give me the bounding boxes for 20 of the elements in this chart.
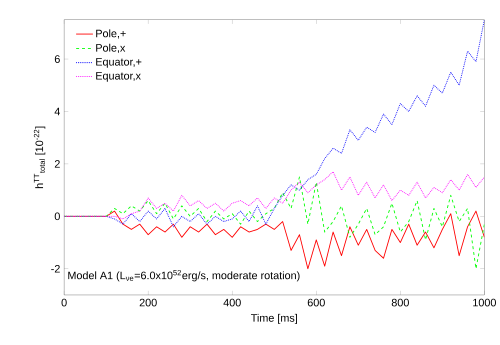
legend-label: Equator,x [96,72,141,82]
x-tick-label: 400 [223,298,241,306]
y-tick-label: -2 [51,264,60,272]
x-tick-label: 200 [140,298,157,306]
legend-label: Equator,+ [96,58,142,68]
legend-label: Pole,+ [96,29,126,38]
x-axis-title: Time [ms] [250,314,297,324]
x-tick-label: 800 [392,298,409,306]
legend-label: Pole,x [96,44,126,53]
y-tick-label: 0 [54,212,60,220]
y-tick-label: 4 [54,108,60,116]
line-series [64,176,484,270]
line-series [64,210,484,270]
x-tick-label: 1000 [473,298,496,306]
y-tick-label: 6 [54,55,60,63]
x-tick-label: 600 [308,298,325,306]
x-tick-label: 0 [62,298,67,306]
annotation: Model A1 (L$_{νe}$=6.0x10$^{52}$erg/s, moderate rotation) [68,270,300,282]
y-tick-label: 2 [54,160,60,168]
y-axis-title: h$^{TT}$$_{total}$ [10$^{-22}$] [34,126,46,188]
